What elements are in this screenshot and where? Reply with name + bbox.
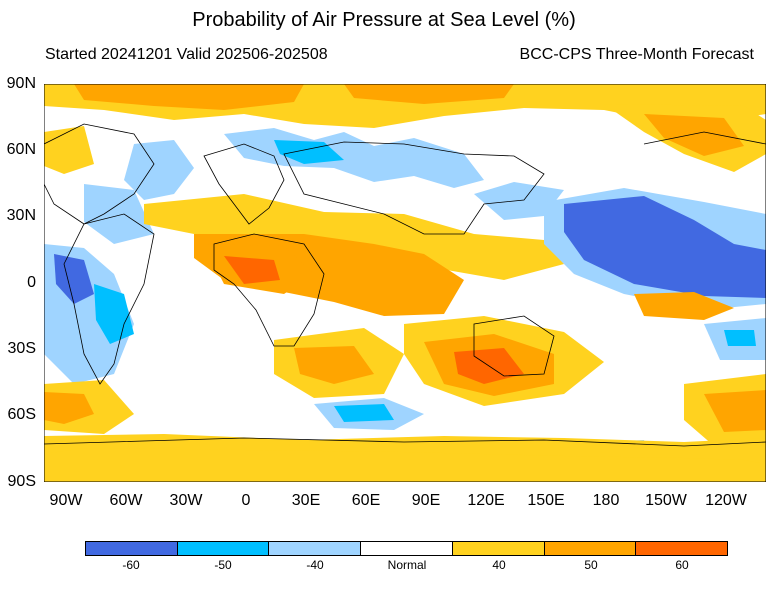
- legend-label-60: 60: [675, 558, 689, 572]
- legend-swatch-neg40: [269, 542, 362, 555]
- legend-swatch-60: [636, 542, 728, 555]
- lon-label-60e: 60E: [351, 492, 381, 509]
- lon-label-120w: 120W: [705, 492, 747, 509]
- lat-label-30n: 30N: [6, 207, 36, 224]
- legend-label-neg50: -50: [214, 558, 232, 572]
- lon-label-90w: 90W: [49, 492, 83, 509]
- forecast-source: BCC-CPS Three-Month Forecast: [519, 46, 754, 63]
- lon-label-120e: 120E: [467, 492, 505, 509]
- legend-swatch-normal: [361, 542, 453, 555]
- anomaly-field: [44, 84, 766, 482]
- lon-label-90e: 90E: [411, 492, 441, 509]
- legend-label-normal: Normal: [387, 558, 427, 572]
- lon-label-0: 0: [241, 492, 251, 509]
- lat-label-0: 0: [27, 274, 36, 291]
- lon-label-180: 180: [592, 492, 620, 509]
- lon-label-60w: 60W: [109, 492, 143, 509]
- legend-swatch-neg50: [177, 542, 270, 555]
- legend-swatch-40: [452, 542, 545, 555]
- coastlines: [44, 123, 766, 447]
- lat-label-60n: 60N: [6, 141, 36, 158]
- forecast-period: Started 20241201 Valid 202506-202508: [45, 46, 328, 63]
- lat-label-30s: 30S: [7, 340, 36, 357]
- legend-swatch-50: [544, 542, 637, 555]
- legend-label-neg40: -40: [306, 558, 324, 572]
- legend-swatch-neg60: [86, 542, 178, 555]
- lon-label-150e: 150E: [527, 492, 565, 509]
- lon-label-150w: 150W: [645, 492, 687, 509]
- map-plot: [44, 84, 766, 482]
- lat-label-90s: 90S: [7, 473, 36, 490]
- legend-label-50: 50: [584, 558, 598, 572]
- lon-label-30w: 30W: [169, 492, 203, 509]
- legend-label-40: 40: [492, 558, 506, 572]
- legend-label-neg60: -60: [122, 558, 140, 572]
- lat-label-60s: 60S: [7, 406, 36, 423]
- lon-label-30e: 30E: [291, 492, 321, 509]
- color-legend: [85, 541, 728, 556]
- map-title: Probability of Air Pressure at Sea Level…: [192, 9, 576, 31]
- lat-label-90n: 90N: [6, 75, 36, 92]
